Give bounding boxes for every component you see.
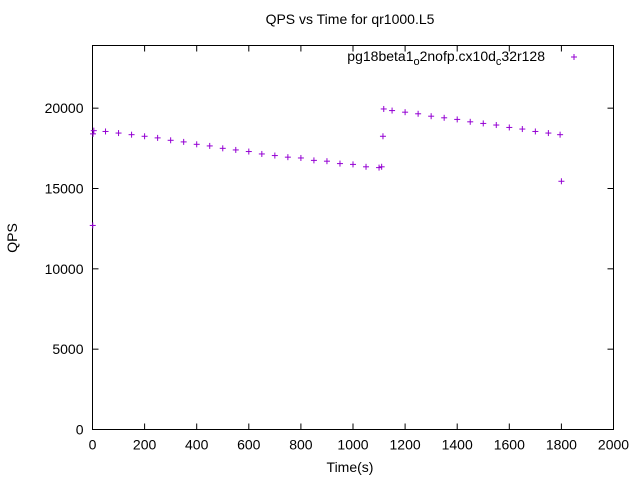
data-point	[480, 120, 487, 127]
x-tick-label: 1800	[546, 437, 577, 453]
data-point	[532, 128, 539, 135]
x-tick-label: 0	[89, 437, 97, 453]
data-point	[102, 128, 109, 135]
data-point	[115, 130, 122, 137]
data-point	[245, 148, 252, 155]
series-points	[89, 105, 565, 229]
data-point	[441, 114, 448, 121]
data-point	[557, 131, 564, 138]
y-tick-label: 10000	[45, 261, 84, 277]
x-tick-label: 2000	[598, 437, 629, 453]
y-tick-label: 5000	[52, 341, 83, 357]
data-point	[389, 107, 396, 114]
data-point	[376, 164, 383, 171]
data-point	[154, 134, 161, 141]
data-point	[180, 138, 187, 145]
data-point	[558, 178, 565, 185]
data-point	[271, 152, 278, 159]
data-point	[219, 145, 226, 152]
legend-marker	[571, 54, 577, 60]
y-tick-label: 0	[76, 422, 84, 438]
x-tick-label: 1400	[442, 437, 473, 453]
data-point	[323, 158, 330, 165]
data-point	[363, 163, 370, 170]
data-point	[232, 146, 239, 153]
x-tick-label: 800	[289, 437, 313, 453]
data-point	[297, 154, 304, 161]
data-point	[378, 163, 385, 170]
data-point	[193, 141, 200, 148]
legend-plus-icon	[571, 54, 577, 60]
y-axis-label: QPS	[4, 223, 20, 253]
data-point	[350, 161, 356, 168]
data-point	[206, 142, 213, 149]
data-point	[428, 113, 435, 120]
chart-title: QPS vs Time for qr1000.L5	[266, 11, 435, 27]
data-point	[415, 110, 422, 117]
x-tick-label: 400	[185, 437, 209, 453]
data-point	[493, 122, 500, 129]
data-point	[545, 130, 552, 137]
x-tick-label: 1600	[494, 437, 525, 453]
data-point	[284, 154, 291, 161]
x-tick-label: 1200	[390, 437, 421, 453]
data-point	[379, 133, 386, 140]
y-tick-label: 20000	[45, 100, 84, 116]
plot-frame	[92, 45, 614, 430]
data-point	[141, 133, 148, 140]
data-point	[402, 109, 409, 116]
data-point	[128, 131, 135, 138]
data-point	[467, 118, 474, 125]
x-axis: 0 200 400 600 800 1000 1200 1400 1600 1800 2000	[89, 45, 629, 453]
data-point	[380, 105, 387, 112]
data-point	[258, 150, 265, 157]
legend-label: pg18beta1o2nofp.cx10dc32r128	[347, 48, 545, 68]
data-point	[167, 137, 174, 144]
data-point	[506, 124, 513, 131]
x-axis-label: Time(s)	[327, 459, 374, 475]
data-point	[519, 126, 526, 133]
data-point	[454, 116, 461, 123]
data-point	[310, 157, 317, 164]
data-point	[336, 160, 343, 167]
legend: pg18beta1o2nofp.cx10dc32r128	[347, 48, 577, 68]
x-tick-label: 600	[237, 437, 261, 453]
data-point	[90, 127, 97, 134]
data-point	[90, 130, 97, 137]
y-tick-label: 15000	[45, 180, 84, 196]
y-axis: 0 5000 10000 15000 20000	[45, 100, 614, 438]
x-tick-label: 1000	[337, 437, 368, 453]
x-tick-label: 200	[133, 437, 157, 453]
data-point	[89, 222, 96, 229]
